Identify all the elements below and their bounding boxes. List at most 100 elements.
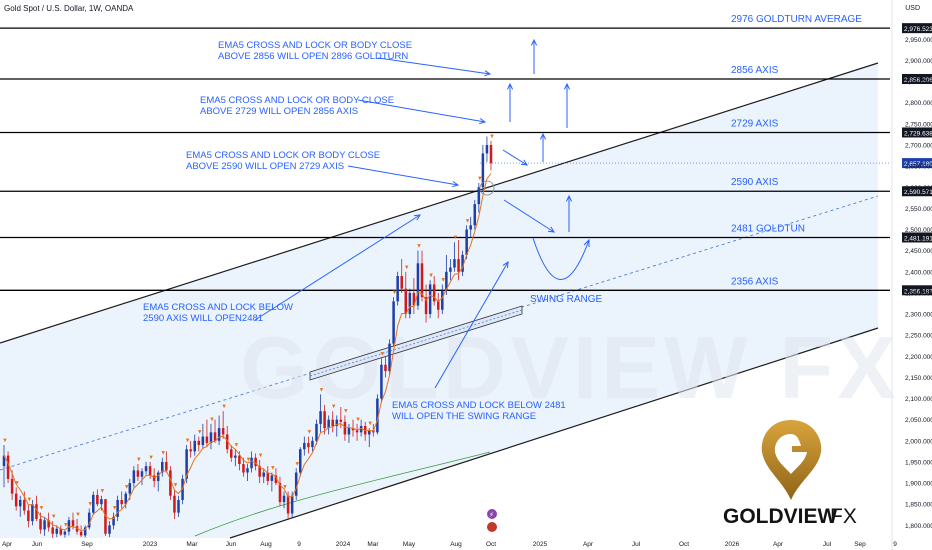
- price-tick-6: 2,100.000: [905, 396, 932, 403]
- candle-body-118: [481, 153, 485, 188]
- price-tick-5: 2,050.000: [905, 417, 932, 424]
- candle-body-55: [225, 434, 229, 450]
- price-tick-14: 2,500.000: [905, 227, 932, 234]
- candle-body-102: [416, 263, 420, 306]
- price-tick-19: 2,750.000: [905, 121, 932, 128]
- time-tick-10: May: [403, 541, 416, 548]
- candle-body-42: [173, 495, 176, 513]
- fractal-marker-90: ▼: [367, 421, 373, 427]
- candle-body-32: [132, 470, 136, 484]
- candle-body-108: [441, 290, 444, 310]
- candle-body-56: [230, 449, 233, 458]
- fractal-marker-24: ▼: [99, 489, 105, 495]
- candle-body-20: [83, 527, 87, 536]
- candle-body-16: [67, 520, 71, 532]
- level-tag-0: 2,976.523: [904, 26, 932, 33]
- time-tick-15: Jul: [632, 541, 641, 548]
- logo-g-cutout: [774, 434, 807, 474]
- level-label-0: 2976 GOLDTURN AVERAGE: [731, 14, 862, 25]
- arrow-0: [377, 57, 491, 75]
- fractal-marker-39: ▼: [160, 451, 166, 457]
- ma200-line: [194, 451, 491, 537]
- logo-wordmark: GOLDVIEW: [723, 505, 838, 528]
- candle-body-39: [161, 461, 164, 473]
- arrowhead-2: [452, 181, 460, 188]
- level-label-1: 2856 AXIS: [731, 65, 779, 76]
- candle-body-23: [96, 494, 99, 505]
- fractal-marker-51: ▼: [209, 417, 215, 423]
- candle-body-53: [217, 428, 221, 441]
- candle-body-43: [177, 499, 180, 513]
- candle-body-82: [335, 419, 339, 427]
- candle-body-75: [307, 442, 310, 448]
- level-tag-1: 2,856.206: [904, 77, 932, 84]
- fractal-marker-15: ▼: [63, 523, 69, 529]
- candle-body-41: [169, 470, 172, 496]
- candle-body-81: [331, 419, 334, 427]
- fractal-marker-3: ▼: [14, 480, 20, 486]
- level-label-4: 2481 GOLDTUN: [731, 223, 805, 234]
- candle-body-85: [347, 428, 351, 435]
- candle-body-57: [234, 455, 237, 458]
- level-label-5: 2356 AXIS: [731, 276, 779, 287]
- candle-body-21: [87, 512, 91, 528]
- candle-body-48: [197, 440, 201, 446]
- symbol-header: Gold Spot / U.S. Dollar, 1W, OANDA: [4, 4, 134, 13]
- candle-body-47: [193, 440, 196, 452]
- candle-body-74: [303, 442, 306, 450]
- time-tick-19: Jul: [823, 541, 832, 548]
- us-flag-icon: [487, 522, 497, 532]
- candle-body-13: [55, 528, 59, 534]
- fractal-marker-57: ▼: [233, 442, 239, 448]
- level-label-2: 2729 AXIS: [731, 118, 779, 129]
- candle-body-27: [112, 516, 115, 526]
- fractal-marker-84: ▼: [343, 408, 349, 414]
- candle-body-1: [6, 455, 10, 479]
- annotation-1-line-1: ABOVE 2729 WILL OPEN 2856 AXIS: [200, 106, 358, 117]
- candle-body-62: [254, 457, 257, 467]
- arrowhead-9: [565, 194, 573, 202]
- level-tag-2: 2,729.638: [904, 130, 932, 137]
- price-tick-0: 1,800.000: [905, 523, 932, 530]
- candle-body-68: [278, 483, 282, 503]
- arrowhead-1: [479, 118, 487, 125]
- price-tick-20: 2,800.000: [905, 100, 932, 107]
- candle-body-7: [31, 504, 34, 522]
- candle-body-37: [152, 475, 156, 481]
- fractal-marker-105: ▼: [428, 273, 434, 279]
- projection-curve-head: [583, 238, 590, 247]
- time-tick-2: Sep: [81, 541, 93, 548]
- candle-body-4: [18, 499, 22, 507]
- level-tag-bg-3: [902, 186, 932, 197]
- candle-body-99: [404, 288, 408, 315]
- annotation-0-line-1: ABOVE 2856 WILL OPEN 2896 GOLDTURN: [218, 51, 408, 62]
- candle-body-111: [453, 259, 456, 268]
- fractal-marker-12: ▼: [51, 514, 57, 520]
- ema5-line: [3, 173, 492, 532]
- candle-body-105: [428, 284, 432, 315]
- annotation-0-line-0: EMA5 CROSS AND LOCK OR BODY CLOSE: [218, 40, 412, 51]
- arrowhead-8: [539, 132, 547, 140]
- candle-body-78: [319, 411, 322, 424]
- candle-body-72: [294, 472, 298, 496]
- candle-body-49: [201, 436, 205, 446]
- time-tick-8: 2024: [336, 541, 351, 548]
- channel-lower-line: [229, 327, 879, 539]
- level-label-3: 2590 AXIS: [731, 177, 779, 188]
- fractal-marker-60: ▼: [246, 457, 252, 463]
- fractal-marker-78: ▼: [319, 387, 325, 393]
- price-tick-2: 1,900.000: [905, 481, 932, 488]
- candle-body-98: [400, 276, 403, 289]
- candle-body-59: [242, 464, 245, 473]
- level-tag-3: 2,590.571: [904, 189, 932, 196]
- candle-body-54: [221, 428, 225, 435]
- level-tag-bg-0: [902, 23, 932, 34]
- fractal-marker-66: ▼: [270, 466, 276, 472]
- candle-body-117: [477, 187, 481, 205]
- candle-body-38: [156, 472, 160, 481]
- arrowhead-5: [506, 82, 514, 90]
- candle-body-94: [384, 364, 387, 372]
- annotation-4-line-1: WILL OPEN THE SWING RANGE: [392, 411, 536, 422]
- candle-body-31: [128, 483, 132, 494]
